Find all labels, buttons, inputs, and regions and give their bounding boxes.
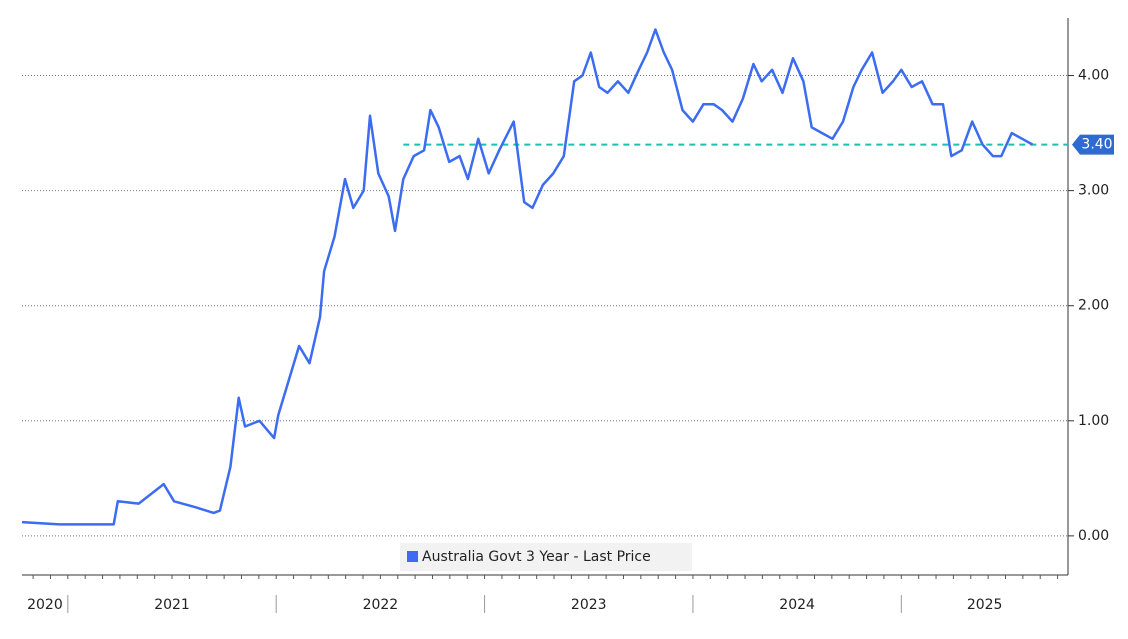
x-tick-label: 2025 bbox=[967, 597, 1003, 613]
x-tick-label: 2020 bbox=[27, 597, 63, 613]
x-tick-label: 2023 bbox=[571, 597, 607, 613]
x-tick-label: 2022 bbox=[363, 597, 399, 613]
y-tick-label: 3.00 bbox=[1078, 183, 1109, 199]
y-tick-label: 0.00 bbox=[1078, 528, 1109, 544]
legend-box bbox=[400, 543, 692, 571]
reference-badge bbox=[1072, 134, 1114, 155]
data-line bbox=[21, 28, 1034, 526]
x-tick-label: 2024 bbox=[779, 597, 815, 613]
legend-swatch bbox=[407, 551, 418, 562]
legend: Australia Govt 3 Year - Last Price bbox=[407, 549, 651, 565]
legend-label: Australia Govt 3 Year - Last Price bbox=[422, 549, 651, 565]
reference-label: 3.40 bbox=[1081, 137, 1112, 153]
y-tick-label: 1.00 bbox=[1078, 413, 1109, 429]
y-tick-label: 2.00 bbox=[1078, 298, 1109, 314]
y-tick-label: 4.00 bbox=[1078, 68, 1109, 84]
x-tick-label: 2021 bbox=[154, 597, 190, 613]
